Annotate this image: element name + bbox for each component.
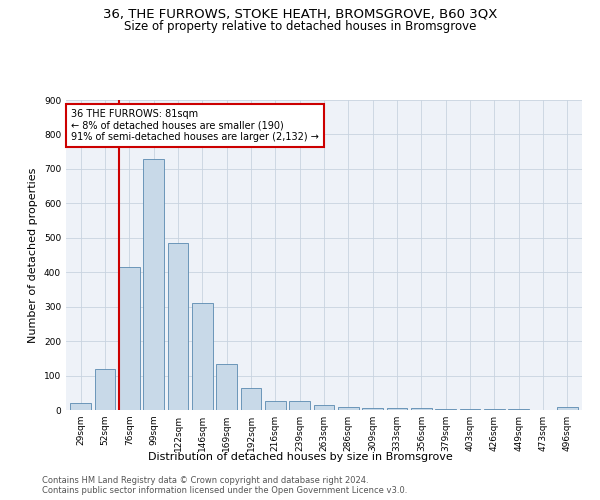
Y-axis label: Number of detached properties: Number of detached properties [28,168,38,342]
Bar [411,408,432,410]
Bar [70,403,91,410]
Bar [338,406,359,410]
Bar [289,402,310,410]
Bar [216,364,237,410]
Bar [362,408,383,410]
Text: Contains public sector information licensed under the Open Government Licence v3: Contains public sector information licen… [42,486,407,495]
Text: 36, THE FURROWS, STOKE HEATH, BROMSGROVE, B60 3QX: 36, THE FURROWS, STOKE HEATH, BROMSGROVE… [103,8,497,20]
Bar [557,407,578,410]
Text: Contains HM Land Registry data © Crown copyright and database right 2024.: Contains HM Land Registry data © Crown c… [42,476,368,485]
Bar [436,409,456,410]
Bar [95,368,115,410]
Text: Size of property relative to detached houses in Bromsgrove: Size of property relative to detached ho… [124,20,476,33]
Bar [119,267,140,410]
Bar [192,303,212,410]
Bar [167,243,188,410]
Bar [460,409,481,410]
Bar [386,408,407,410]
Text: Distribution of detached houses by size in Bromsgrove: Distribution of detached houses by size … [148,452,452,462]
Bar [143,158,164,410]
Bar [241,388,262,410]
Bar [314,405,334,410]
Bar [265,402,286,410]
Text: 36 THE FURROWS: 81sqm
← 8% of detached houses are smaller (190)
91% of semi-deta: 36 THE FURROWS: 81sqm ← 8% of detached h… [71,110,319,142]
